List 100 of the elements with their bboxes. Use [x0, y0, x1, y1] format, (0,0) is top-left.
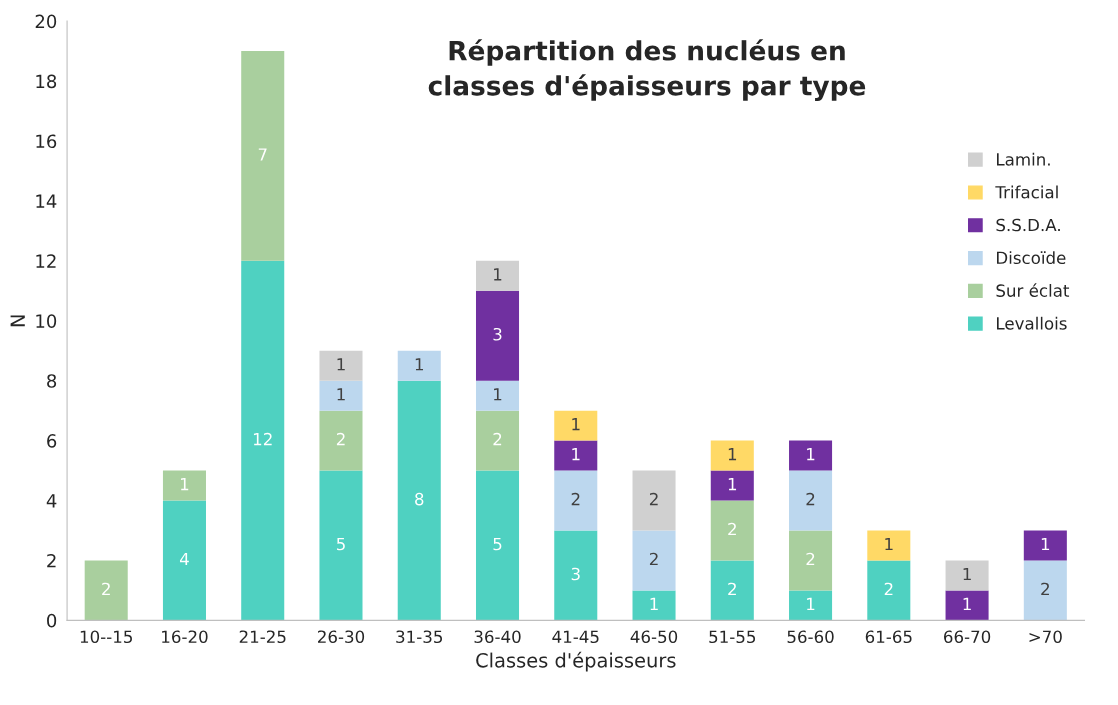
legend-label: Discoïde	[997, 251, 1066, 265]
bar	[554, 440, 598, 471]
data-label: 1	[494, 268, 502, 281]
data-label: 1	[728, 448, 737, 461]
y-tick-label: 18	[36, 74, 57, 89]
y-tick-label: 20	[35, 14, 57, 29]
data-label: 2	[649, 552, 658, 566]
data-label: 5	[336, 537, 345, 551]
x-tick-label: 26-30	[318, 630, 365, 644]
data-label: 2	[102, 582, 110, 596]
x-tick-label: >70	[1029, 630, 1062, 644]
bar	[1023, 530, 1067, 561]
data-label: 1	[650, 597, 658, 611]
bar	[789, 440, 833, 471]
legend-label: Trifacial	[995, 185, 1058, 199]
bar	[319, 350, 363, 381]
bar	[632, 590, 676, 621]
data-label: 2	[1041, 582, 1049, 596]
bar	[319, 410, 363, 471]
data-label: 3	[493, 327, 502, 341]
bar	[867, 530, 911, 561]
y-axis-title: N	[10, 315, 25, 327]
data-label: 8	[415, 492, 424, 506]
y-tick-label: 6	[47, 434, 57, 448]
bar	[710, 500, 754, 561]
y-tick-label: 2	[47, 553, 56, 568]
x-tick-label: 46-50	[630, 630, 678, 644]
data-label: 1	[1041, 537, 1050, 551]
bar	[319, 380, 363, 411]
y-tick-label: 16	[36, 134, 57, 149]
data-label: 1	[963, 567, 971, 581]
data-label: 1	[963, 597, 971, 611]
data-label: 1	[181, 478, 189, 491]
bar	[945, 590, 989, 621]
data-label: 2	[649, 492, 658, 506]
bar	[475, 260, 520, 291]
data-label: 4	[179, 552, 189, 566]
data-label: 1	[337, 388, 345, 401]
y-tick-label: 14	[36, 194, 57, 208]
bar	[789, 530, 833, 591]
legend-label: Sur éclat	[996, 283, 1070, 297]
bar	[554, 530, 598, 621]
data-label: 2	[571, 492, 580, 506]
x-tick-label: 66-70	[944, 630, 991, 644]
bar	[397, 350, 441, 381]
bar	[710, 440, 754, 471]
bar	[84, 560, 128, 621]
data-label: 1	[337, 358, 345, 371]
data-label: 1	[807, 448, 815, 461]
x-tick-label: 36-40	[474, 630, 521, 644]
bar	[319, 470, 363, 621]
bar	[789, 590, 833, 621]
bar	[554, 410, 598, 441]
data-label: 1	[728, 478, 737, 491]
data-label: 2	[806, 492, 815, 506]
x-tick-label: 61-65	[865, 630, 912, 644]
y-tick-label: 4	[46, 494, 57, 508]
legend-label: Levallois	[997, 316, 1067, 330]
bar	[162, 470, 206, 501]
data-label: 1	[415, 358, 424, 371]
data-label: 1	[572, 448, 580, 461]
y-tick-label: 8	[47, 374, 57, 388]
x-tick-label: 21-25	[239, 630, 286, 644]
data-label: 2	[493, 432, 502, 446]
bar	[475, 410, 520, 471]
bar	[945, 560, 989, 591]
legend-label: S.S.D.A.	[996, 218, 1060, 232]
data-label: 5	[493, 537, 502, 551]
bar	[710, 470, 754, 501]
x-tick-label: 16-20	[162, 630, 208, 644]
bar	[475, 290, 520, 381]
bar	[397, 380, 441, 621]
bar	[632, 470, 676, 531]
x-tick-label: 31-35	[396, 630, 443, 644]
x-axis-title: Classes d'épaisseurs	[476, 651, 676, 672]
bar	[710, 560, 754, 621]
bar	[789, 470, 833, 531]
data-label: 2	[728, 582, 736, 596]
bar	[1023, 560, 1067, 621]
data-label: 2	[336, 432, 345, 446]
y-tick-label: 12	[36, 254, 56, 268]
data-label: 2	[728, 522, 736, 536]
text: Répartition des nucléus en classes d'épaisseurs par type	[428, 39, 866, 101]
y-tick-label: 10	[36, 314, 57, 328]
bar	[475, 470, 520, 621]
bar	[554, 470, 598, 531]
legend-label: Lamin.	[997, 152, 1050, 166]
data-label: 3	[571, 567, 580, 581]
data-label: 1	[885, 537, 893, 551]
bar	[867, 560, 911, 621]
data-label: 1	[807, 597, 815, 611]
data-label: 1	[572, 418, 580, 431]
bar	[632, 530, 676, 591]
y-tick-label: 0	[47, 613, 57, 628]
data-label: 1	[494, 388, 502, 401]
bar	[241, 260, 285, 621]
data-label: 7	[258, 148, 267, 161]
bar	[162, 500, 206, 621]
x-tick-label: 56-60	[787, 630, 834, 644]
data-label: 2	[884, 582, 893, 596]
